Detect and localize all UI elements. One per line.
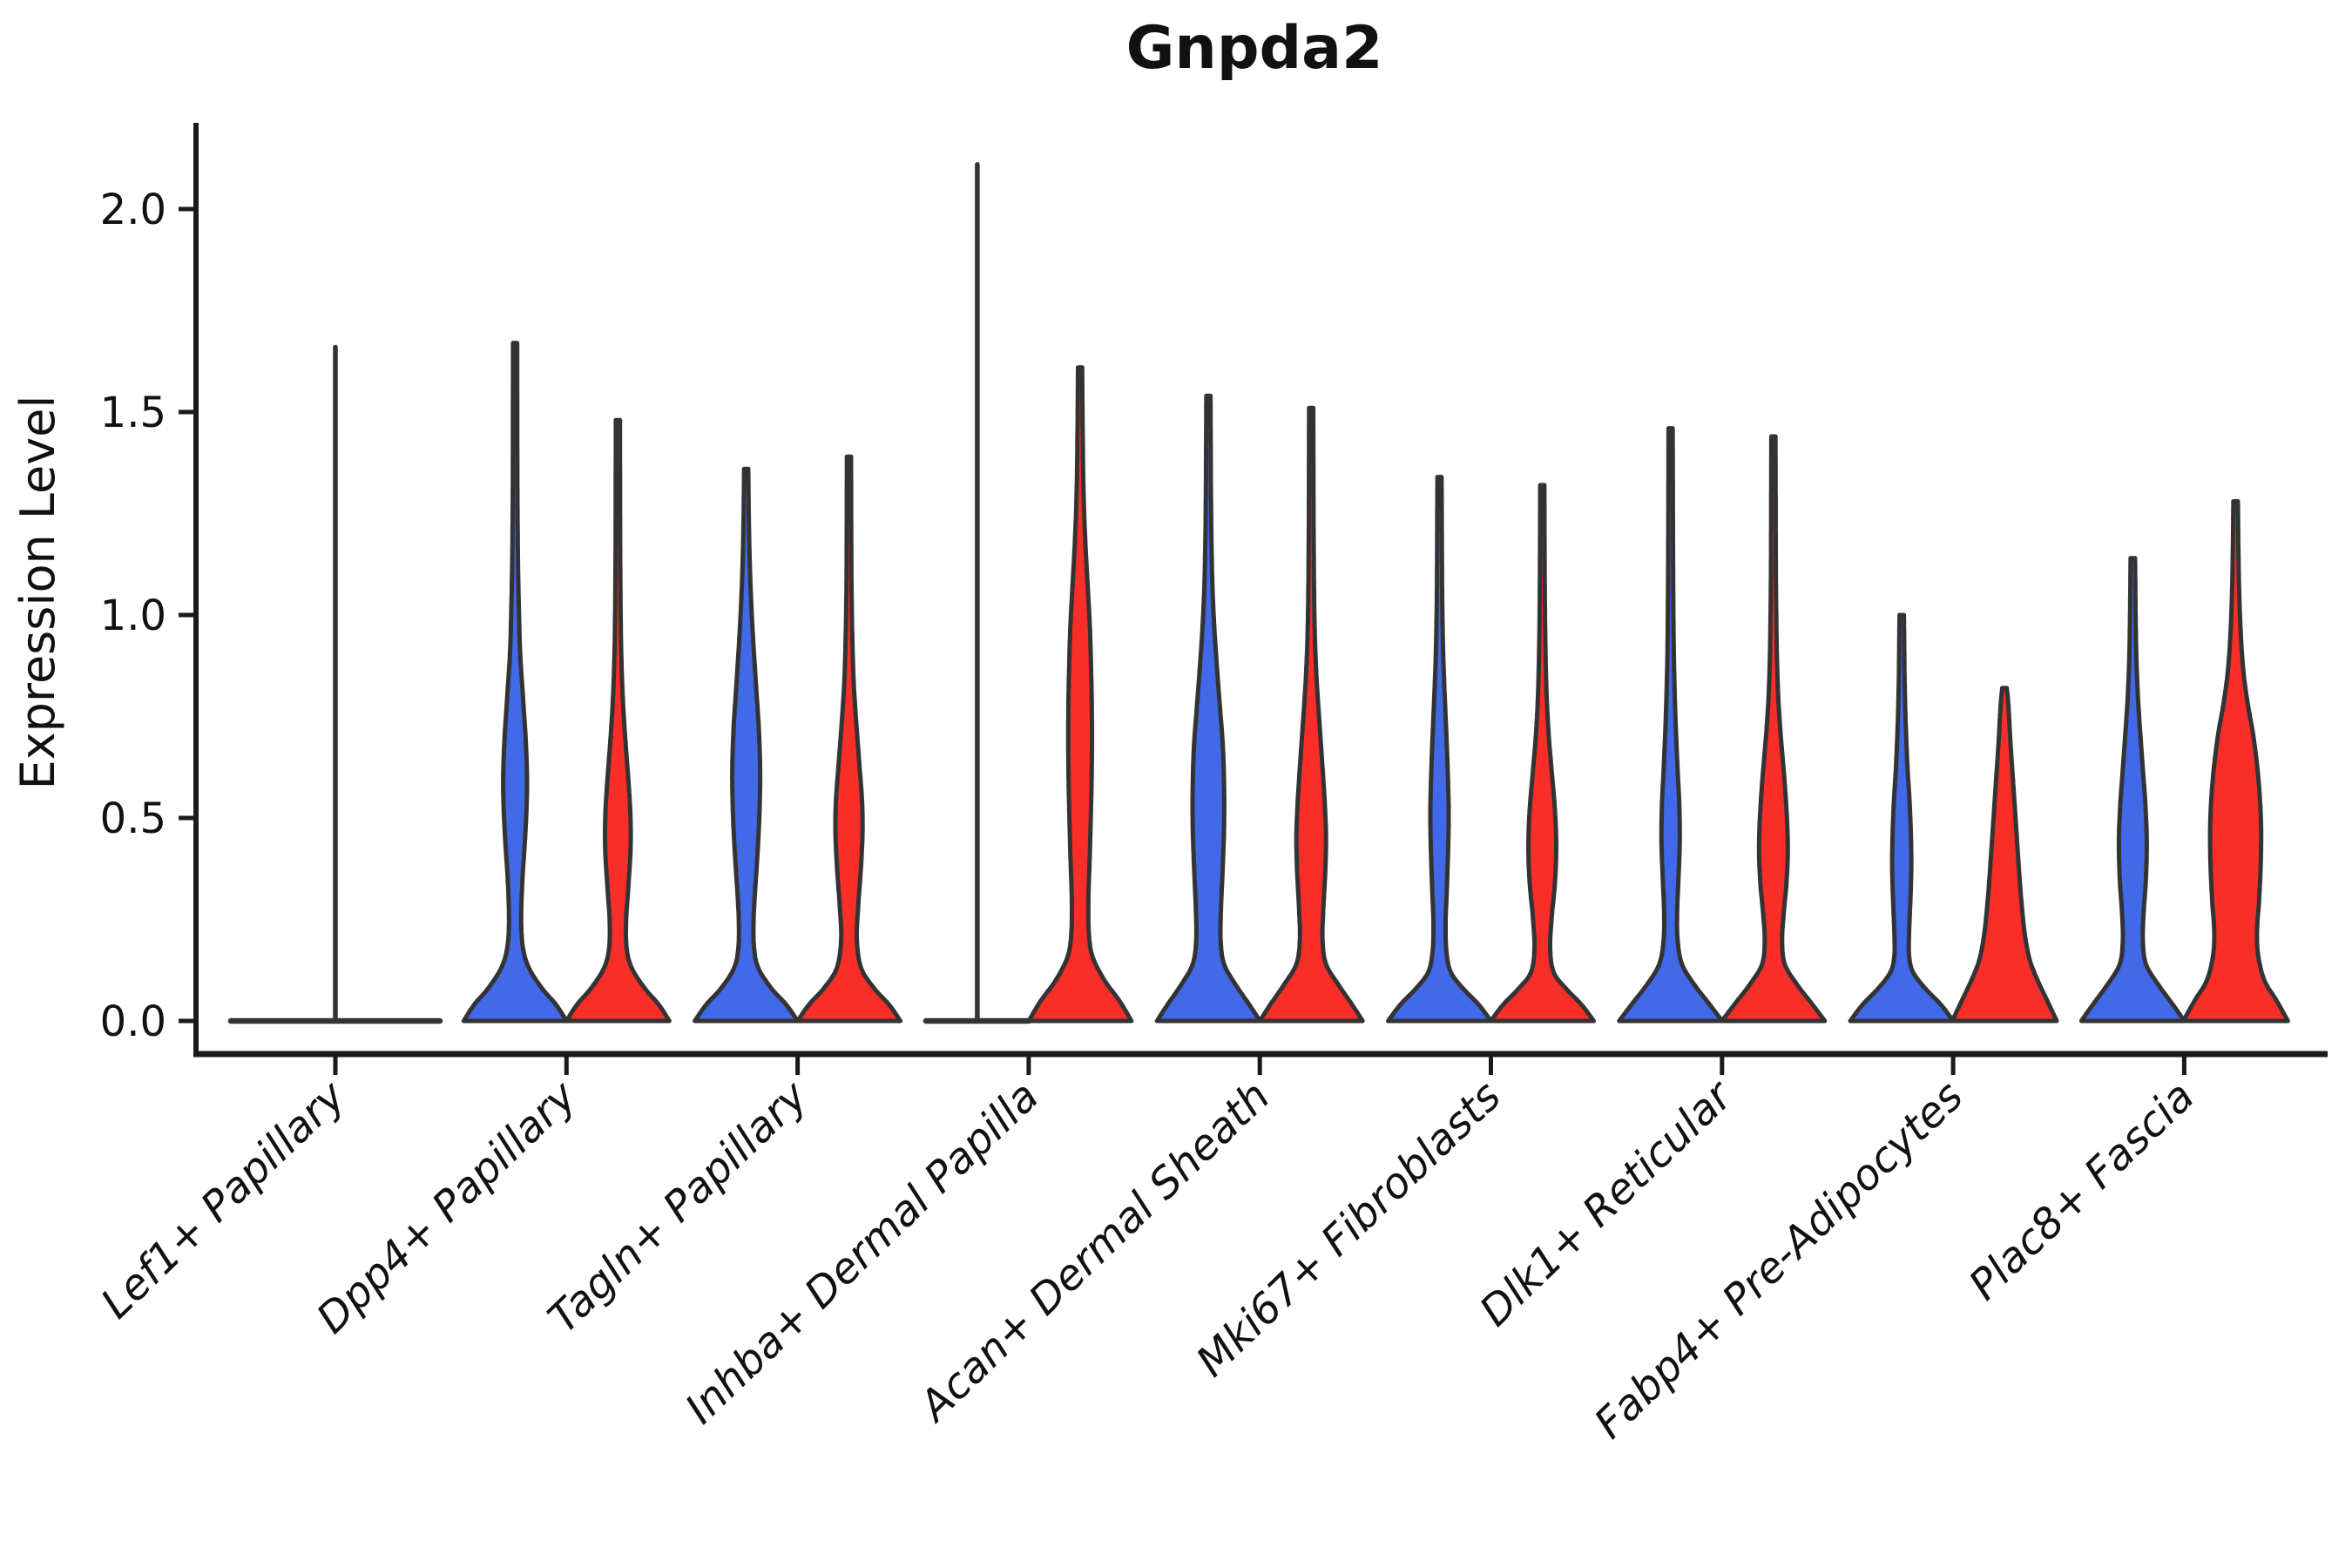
violin-group-1 bbox=[227, 344, 443, 1024]
violin-group-3 bbox=[693, 454, 903, 1024]
violin-group-8 bbox=[1848, 612, 2059, 1024]
y-tick-label: 1.0 bbox=[100, 591, 166, 640]
y-tick-label: 0.5 bbox=[100, 794, 166, 843]
violin-group-9 bbox=[2078, 499, 2290, 1024]
violin-red bbox=[795, 454, 903, 1024]
violin-red bbox=[1720, 434, 1828, 1024]
y-tick-label: 1.5 bbox=[100, 389, 166, 437]
violin-group-6 bbox=[1386, 475, 1596, 1024]
y-axis-title: Expression Level bbox=[10, 395, 65, 790]
violin-blue bbox=[2078, 556, 2186, 1024]
y-tick-label: 2.0 bbox=[100, 186, 166, 234]
violin-blue bbox=[1848, 612, 1956, 1024]
violin-red bbox=[1489, 483, 1596, 1024]
violin-group-5 bbox=[1154, 393, 1365, 1024]
violin-blue bbox=[1154, 393, 1262, 1024]
y-tick-label: 0.0 bbox=[100, 997, 166, 1046]
violin-group-2 bbox=[461, 341, 672, 1024]
x-tick-label: Dlk1+ Reticular bbox=[1470, 1070, 1743, 1335]
violin-red bbox=[2180, 499, 2290, 1024]
violin-series-layer bbox=[227, 161, 2290, 1024]
violin-red bbox=[1026, 365, 1134, 1024]
chart-title: Gnpda2 bbox=[1126, 14, 1383, 83]
axes-layer bbox=[179, 123, 2328, 1075]
violin-red bbox=[1950, 686, 2059, 1024]
violin-group-7 bbox=[1617, 426, 1828, 1024]
violin-blue bbox=[1617, 426, 1725, 1024]
violin-red bbox=[1257, 405, 1365, 1024]
x-tick-label: Fabp4+ Pre-Adipocytes bbox=[1585, 1071, 1973, 1448]
violin-group-4 bbox=[923, 161, 1134, 1024]
x-tick-label: Plac8+ Fascia bbox=[1960, 1071, 2204, 1309]
x-tick-label: Lef1+ Papillary bbox=[91, 1071, 355, 1328]
violin-blue bbox=[693, 466, 801, 1024]
violin-red bbox=[564, 417, 672, 1024]
violin-blue bbox=[461, 341, 569, 1024]
violin-blue bbox=[1386, 475, 1493, 1024]
